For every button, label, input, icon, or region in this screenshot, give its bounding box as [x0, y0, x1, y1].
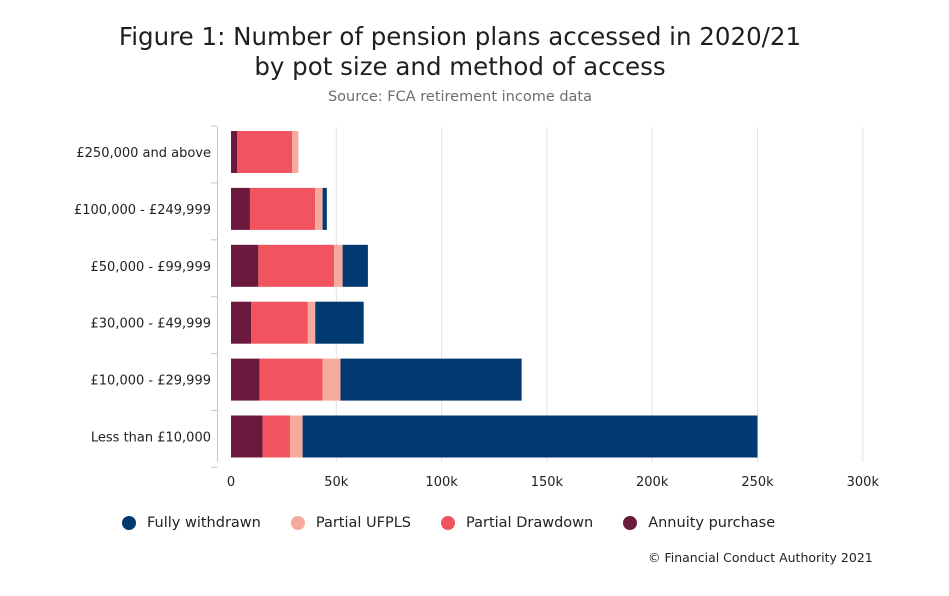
- chart-title: Figure 1: Number of pension plans access…: [0, 22, 920, 82]
- bar-segment-partial-ufpls: [307, 301, 316, 344]
- legend-label: Annuity purchase: [648, 515, 776, 531]
- x-tick-label: 0: [227, 475, 235, 490]
- y-tick-label: £50,000 - £99,999: [91, 260, 211, 275]
- x-tick-label: 50k: [324, 475, 349, 490]
- y-tick-label: £250,000 and above: [76, 146, 211, 161]
- copyright-credit: © Financial Conduct Authority 2021: [648, 550, 873, 565]
- bar-segment-annuity-purchase: [231, 358, 260, 401]
- bar-segment-fully-withdrawn: [340, 358, 522, 401]
- y-tick-label: £10,000 - £29,999: [91, 374, 211, 389]
- legend-label: Partial Drawdown: [466, 515, 594, 531]
- bar-segment-annuity-purchase: [231, 244, 259, 287]
- legend-swatch: [623, 516, 638, 530]
- bar-segment-partial-drawdown: [259, 358, 323, 401]
- bar-segment-annuity-purchase: [231, 187, 250, 230]
- legend-label: Partial UFPLS: [315, 515, 412, 531]
- x-tick-label: 150k: [531, 475, 564, 490]
- bar-segment-partial-drawdown: [258, 244, 335, 287]
- bar-segment-fully-withdrawn: [302, 415, 758, 458]
- chart-title-line-2: by pot size and method of access: [254, 52, 666, 81]
- x-tick-label: 100k: [425, 475, 458, 490]
- bar-segment-partial-ufpls: [315, 187, 323, 230]
- legend-item: Partial UFPLS: [290, 515, 412, 531]
- legend-swatch: [290, 516, 305, 530]
- bar-segment-annuity-purchase: [231, 301, 252, 344]
- legend-item: Partial Drawdown: [441, 515, 593, 531]
- y-tick-label: £100,000 - £249,999: [74, 203, 211, 218]
- bar-segment-fully-withdrawn: [315, 301, 364, 344]
- bar-segment-partial-ufpls: [289, 415, 303, 458]
- bar-segment-partial-drawdown: [262, 415, 290, 458]
- legend-item: Annuity purchase: [623, 515, 775, 531]
- legend-label: Fully withdrawn: [147, 515, 261, 531]
- chart-title-line-1: Figure 1: Number of pension plans access…: [118, 22, 802, 51]
- chart-legend: Fully withdrawn Partial UFPLS Partial Draw…: [122, 515, 805, 531]
- bar-segment-partial-ufpls: [334, 244, 343, 287]
- x-tick-label: 300k: [847, 475, 880, 490]
- bar-segment-partial-drawdown: [237, 131, 293, 173]
- y-tick-label: Less than £10,000: [91, 431, 211, 446]
- bar-segment-partial-drawdown: [249, 187, 316, 230]
- bar-segment-annuity-purchase: [231, 131, 238, 173]
- bar-segment-fully-withdrawn: [322, 187, 327, 230]
- bar-segment-annuity-purchase: [231, 415, 263, 458]
- bar-segment-partial-ufpls: [292, 131, 299, 173]
- x-tick-label: 200k: [636, 475, 669, 490]
- legend-swatch: [441, 516, 456, 530]
- chart-subtitle: Source: FCA retirement income data: [327, 89, 593, 105]
- bar-segment-partial-drawdown: [251, 301, 308, 344]
- legend-swatch: [122, 516, 136, 530]
- y-tick-label: £30,000 - £49,999: [91, 317, 211, 332]
- x-tick-label: 250k: [741, 475, 774, 490]
- bar-segment-fully-withdrawn: [342, 244, 368, 287]
- bar-segment-partial-ufpls: [322, 358, 341, 401]
- legend-item: Fully withdrawn: [122, 515, 261, 531]
